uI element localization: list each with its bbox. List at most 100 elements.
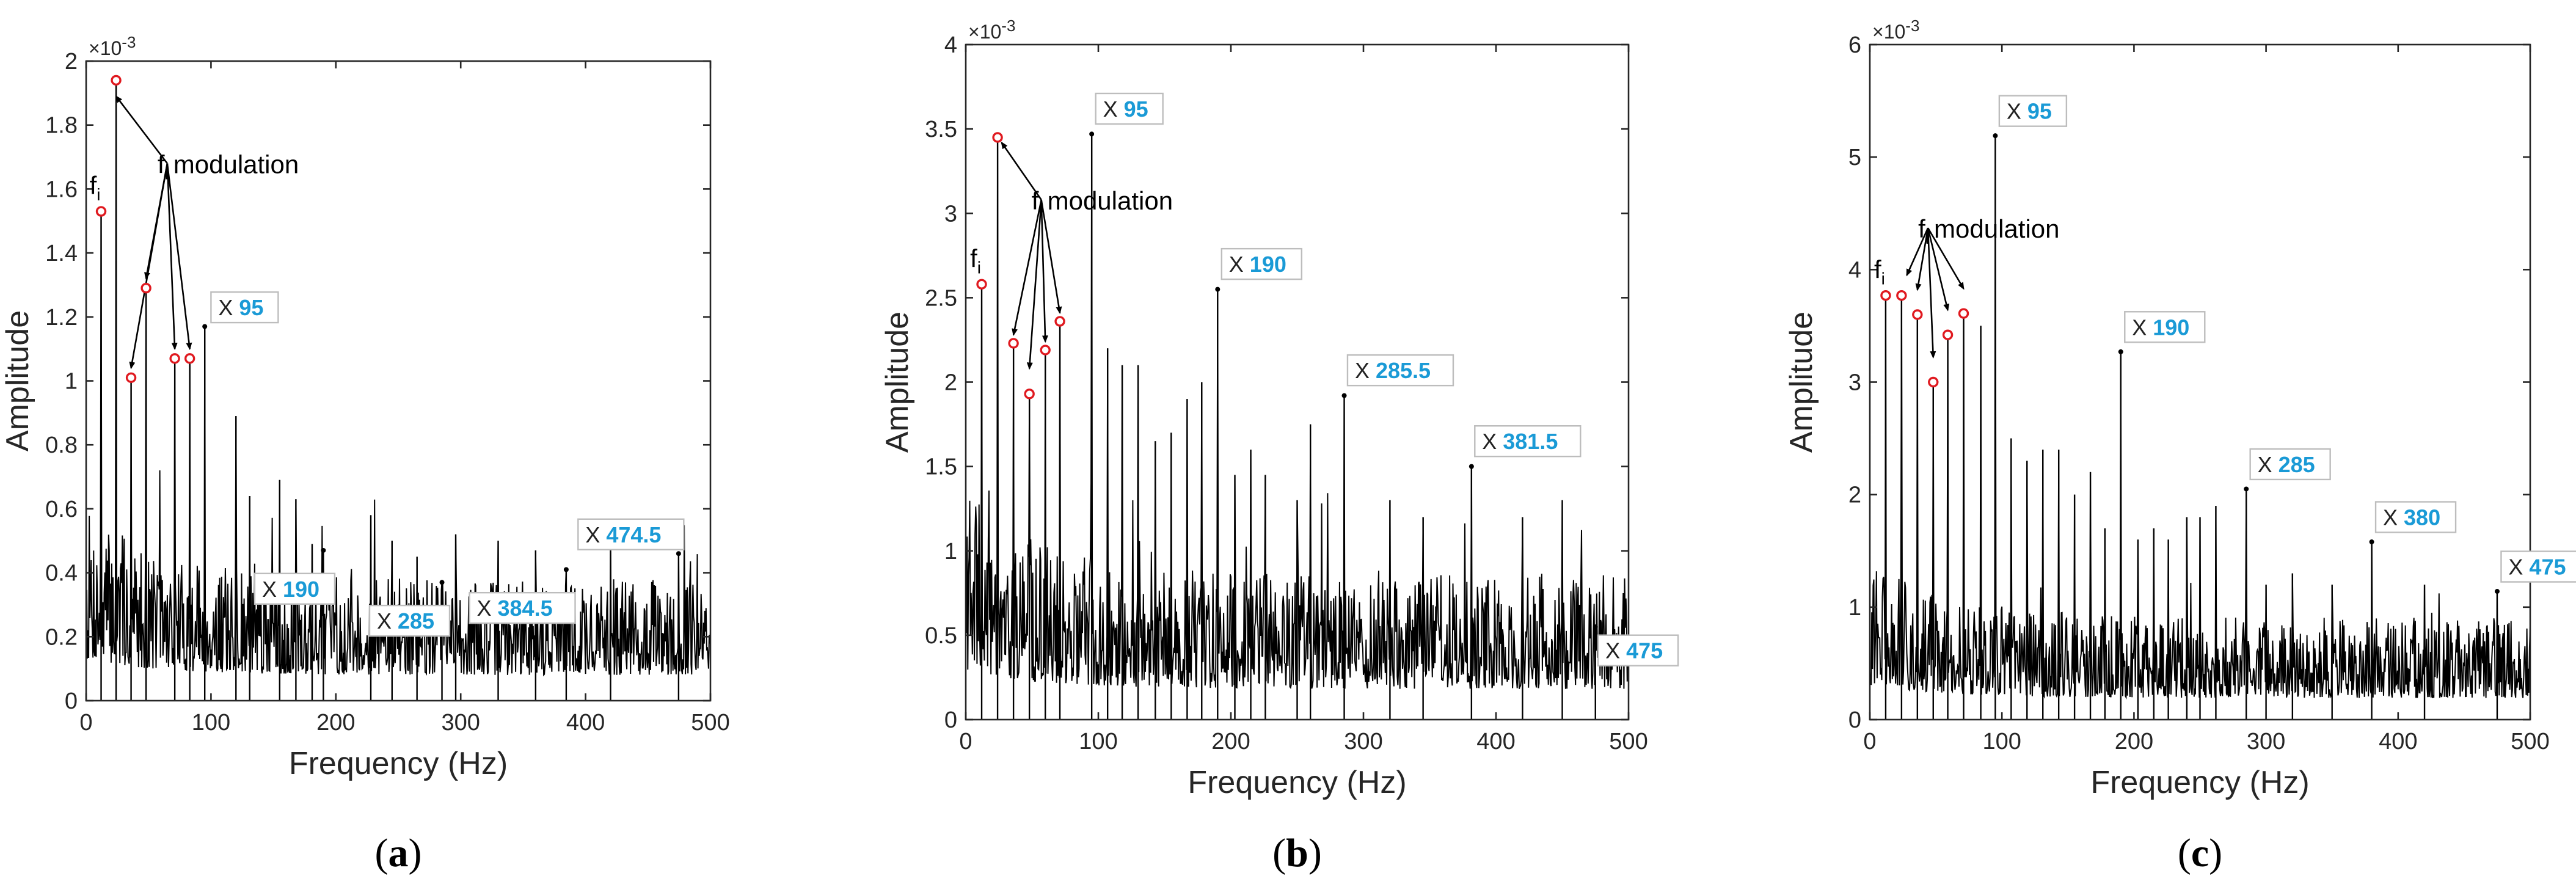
panel-c-ytick-label: 3 xyxy=(1848,370,1861,396)
panel-a-exponent-base: ×10 xyxy=(89,37,122,59)
panel-a-modulation-arrow xyxy=(144,163,169,280)
panel-b-datatip[interactable]: X 190 xyxy=(1220,247,1303,280)
panel-b-xtick-label: 500 xyxy=(1609,729,1647,754)
panel-c-exponent-base: ×10 xyxy=(1872,21,1905,43)
panel-b-datatip[interactable]: X 95 xyxy=(1095,92,1164,125)
panel-c-datatip-value: 285 xyxy=(2279,452,2315,477)
panel-c-xtick-label: 100 xyxy=(1982,729,2021,754)
panel-b-datatip-box xyxy=(1095,92,1164,125)
panel-b-datatip-value: 190 xyxy=(1250,252,1286,277)
panel-c-sideband-marker xyxy=(1928,376,1939,388)
panel-c-datatip[interactable]: X 285 xyxy=(2249,448,2331,481)
panel-b-datatip[interactable]: X 285.5 xyxy=(1346,354,1454,387)
panel-b-datatip-prefix: X xyxy=(1482,429,1497,454)
panel-c-exponent-label: ×10-3 xyxy=(1872,16,1919,43)
panel-c-datatip-point xyxy=(2118,349,2123,354)
panel-c-datatip-box xyxy=(2124,311,2206,343)
panel-c-sideband-marker xyxy=(1912,309,1923,320)
panel-c-datatip[interactable]: X 380 xyxy=(2374,501,2457,533)
panel-a-xtick-label: 400 xyxy=(566,710,605,736)
panel-a-datatip-point xyxy=(676,551,681,557)
panel-a-xtick-label: 300 xyxy=(441,710,480,736)
panel-a-ytick-label: 1 xyxy=(65,369,78,395)
panel-a-datatip-point xyxy=(563,567,569,572)
panel-a-fi-label: fi xyxy=(90,171,101,204)
panel-c-xtick-label: 0 xyxy=(1863,729,1876,754)
panel-c-xlabel: Frequency (Hz) xyxy=(2090,765,2309,800)
panel-a-modulation-annotation: fi modulation xyxy=(158,150,299,183)
panel-a-modulation-arrow xyxy=(115,95,168,164)
panel-b-datatip-prefix: X xyxy=(1355,358,1370,383)
panel-c-modulation-annotation: fi modulation xyxy=(1918,214,2059,247)
panel-a-datatip[interactable]: X 190 xyxy=(254,572,336,605)
panel-c-xtick-label: 400 xyxy=(2379,729,2417,754)
panel-a-caption-letter: a xyxy=(389,831,409,875)
panel-b-ylabel: Amplitude xyxy=(880,312,915,453)
panel-c-datatip[interactable]: X 95 xyxy=(1998,95,2068,127)
panel-c-ytick-label: 6 xyxy=(1848,32,1861,58)
panel-a-datatip-value: 384.5 xyxy=(498,596,553,621)
panel-c-sideband-marker xyxy=(1896,290,1907,301)
panel-a-xlabel: Frequency (Hz) xyxy=(289,746,508,781)
panel-b-sideband-marker xyxy=(976,279,987,290)
panel-c-datatip-point xyxy=(1993,133,1998,139)
panel-a-modulation-sub: i xyxy=(165,164,169,183)
panel-a-datatip[interactable]: X 285 xyxy=(368,604,451,637)
panel-b-ytick-label: 4 xyxy=(944,32,957,58)
panel-b-datatip[interactable]: X 475 xyxy=(1597,634,1679,666)
panel-b-modulation-arrow xyxy=(1026,200,1042,370)
panel-a-datatip[interactable]: X 384.5 xyxy=(469,591,576,624)
panel-a-xtick-label: 500 xyxy=(691,710,729,736)
panel-b-sideband-marker xyxy=(1008,338,1019,349)
panel-a-ytick-label: 2 xyxy=(65,49,78,75)
panel-c-datatip-point xyxy=(2244,486,2249,492)
panel-b-datatip-box xyxy=(1346,354,1454,387)
panel-b-datatip-value: 475 xyxy=(1626,638,1663,663)
panel-c-fi-f: f xyxy=(1874,255,1881,284)
panel-b-ytick-label: 0.5 xyxy=(925,623,957,649)
panel-a-ytick-label: 0.4 xyxy=(45,561,78,586)
panel-c-datatip[interactable]: X 475 xyxy=(2500,550,2576,583)
panel-a-datatip-value: 95 xyxy=(239,295,263,320)
panel-a-xtick-label: 0 xyxy=(79,710,92,736)
panel-c-modulation-arrow xyxy=(1927,227,1950,312)
panel-b-exponent-power: -3 xyxy=(1001,16,1015,35)
panel-a-datatip[interactable]: X 95 xyxy=(210,291,279,324)
panel-a-ytick-label: 1.8 xyxy=(45,113,78,139)
panel-a-datatip-box xyxy=(210,291,279,324)
panel-a-datatip-point xyxy=(439,580,445,585)
panel-a-datatip-prefix: X xyxy=(585,522,600,547)
panel-a-fi-f: f xyxy=(90,171,97,200)
panel-a-ytick-label: 1.6 xyxy=(45,177,78,202)
panel-c-datatip[interactable]: X 190 xyxy=(2124,311,2206,343)
panel-b-datatip-point xyxy=(1215,287,1220,292)
panel-b-ytick-label: 3.5 xyxy=(925,117,957,142)
panel-c-modulation-arrow xyxy=(1915,227,1929,291)
panel-b-datatip-point xyxy=(1469,464,1474,469)
panel-b-datatip[interactable]: X 381.5 xyxy=(1474,425,1582,458)
panel-b-xtick-label: 100 xyxy=(1079,729,1117,754)
panel-a-ytick-label: 0 xyxy=(65,688,78,714)
panel-b-sideband-marker xyxy=(1040,345,1051,356)
panel-b-xtick-label: 300 xyxy=(1344,729,1382,754)
panel-b-sideband-marker xyxy=(1054,316,1065,327)
panel-b-xtick-label: 400 xyxy=(1476,729,1515,754)
panel-a-sideband-marker xyxy=(125,372,137,383)
panel-a-datatip-value: 474.5 xyxy=(606,522,661,547)
panel-b-datatip-box xyxy=(1220,247,1303,280)
panel-c-datatip-prefix: X xyxy=(2508,555,2523,580)
panel-b-caption: (b) xyxy=(1272,831,1322,875)
panel-a-fi-sub: i xyxy=(97,185,100,204)
panel-a-datatip-box xyxy=(577,518,685,550)
panel-c-sideband-marker xyxy=(1880,290,1891,301)
panel-b-ytick-label: 1.5 xyxy=(925,454,957,480)
panel-b-modulation-arrow xyxy=(1001,141,1042,200)
panel-b-ytick-label: 3 xyxy=(944,201,957,227)
panel-c-datatip-point xyxy=(2494,589,2500,594)
panel-a-datatip[interactable]: X 474.5 xyxy=(577,518,685,550)
panel-a: 0 100 200 300 400 500 0 0.2 0.4 0.6 0.8 1 1.2 1.4 1.6 1… xyxy=(0,33,730,875)
panel-b-exponent-label: ×10-3 xyxy=(968,16,1015,43)
panel-c-ytick-label: 2 xyxy=(1848,483,1861,508)
panel-c-datatip-prefix: X xyxy=(2383,505,2398,530)
